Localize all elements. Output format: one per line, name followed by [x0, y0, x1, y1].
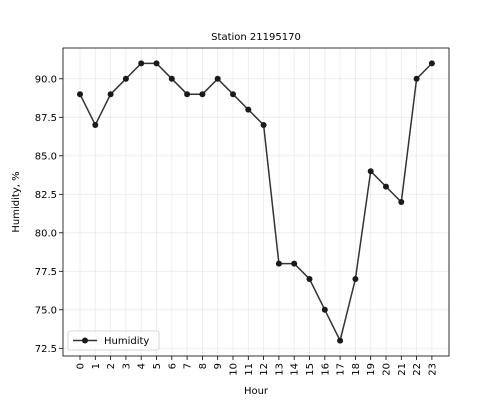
- x-tick-label: 1: [91, 363, 102, 369]
- y-tick-label: 72.5: [35, 344, 57, 355]
- x-tick-label: 20: [382, 363, 393, 376]
- x-tick-label: 18: [351, 363, 362, 376]
- data-point: [77, 91, 83, 98]
- data-point: [291, 260, 298, 267]
- data-point: [184, 91, 191, 98]
- x-axis: 0 1 2 3 4 5 6 7 8 9 10 11 12 13 14 15 16 17 18 19 20 21 22 23: [76, 356, 438, 376]
- x-tick-label: 13: [274, 363, 285, 376]
- y-axis: 72.5 75.0 77.5 80.0 82.5 85.0 87.5 90.0: [35, 74, 63, 355]
- x-tick-label: 12: [259, 363, 270, 376]
- data-point: [122, 75, 129, 82]
- legend: Humidity: [67, 330, 160, 351]
- grid: [63, 48, 449, 356]
- y-tick-label: 90.0: [35, 74, 57, 85]
- data-point: [199, 91, 206, 98]
- chart-title: Station 21195170: [211, 32, 301, 43]
- x-tick-label: 16: [320, 363, 331, 376]
- data-point: [398, 199, 405, 205]
- plot-frame: [62, 47, 450, 357]
- data-point: [428, 60, 435, 67]
- series-line-humidity: [79, 62, 433, 343]
- x-axis-title: Hour: [244, 386, 269, 397]
- x-tick-label: 2: [106, 363, 117, 369]
- x-tick-label: 8: [198, 363, 209, 369]
- data-point: [260, 122, 267, 128]
- x-tick-label: 17: [336, 363, 347, 376]
- x-tick-label: 4: [137, 363, 148, 369]
- x-tick-label: 6: [167, 363, 178, 369]
- data-point: [352, 276, 359, 282]
- y-tick-label: 77.5: [35, 267, 57, 278]
- data-point: [153, 60, 160, 67]
- y-tick-label: 82.5: [35, 190, 57, 201]
- data-point: [245, 106, 252, 113]
- y-tick-label: 80.0: [35, 228, 57, 239]
- y-tick-label: 87.5: [35, 113, 57, 124]
- data-point: [275, 260, 282, 267]
- x-tick-label: 3: [121, 363, 132, 369]
- data-point: [321, 306, 328, 313]
- x-tick-label: 15: [305, 363, 316, 376]
- x-tick-label: 9: [213, 363, 224, 369]
- legend-box: [67, 330, 160, 351]
- data-point: [383, 183, 389, 190]
- x-tick-label: 23: [427, 363, 438, 376]
- x-tick-label: 10: [229, 363, 240, 376]
- x-tick-label: 19: [366, 363, 377, 376]
- x-tick-label: 7: [183, 363, 194, 369]
- x-tick-label: 22: [412, 363, 423, 376]
- data-point: [92, 122, 99, 128]
- data-point: [214, 75, 221, 82]
- data-point: [138, 60, 145, 67]
- x-tick-label: 14: [290, 363, 301, 376]
- data-point: [367, 168, 374, 175]
- series-layer: [77, 60, 435, 344]
- data-point: [107, 91, 114, 98]
- x-tick-label: 0: [76, 363, 87, 369]
- data-point: [230, 91, 236, 98]
- y-axis-title: Humidity, %: [11, 171, 22, 232]
- y-tick-label: 75.0: [35, 305, 57, 316]
- data-point: [168, 75, 175, 82]
- legend-label: Humidity: [104, 336, 149, 347]
- data-point: [337, 337, 344, 344]
- data-point: [413, 75, 420, 82]
- y-tick-label: 85.0: [35, 151, 57, 162]
- data-point: [306, 276, 313, 282]
- x-tick-label: 21: [397, 363, 408, 376]
- x-tick-label: 11: [244, 363, 255, 376]
- legend-marker-sample: [82, 337, 88, 344]
- x-tick-label: 5: [152, 363, 163, 369]
